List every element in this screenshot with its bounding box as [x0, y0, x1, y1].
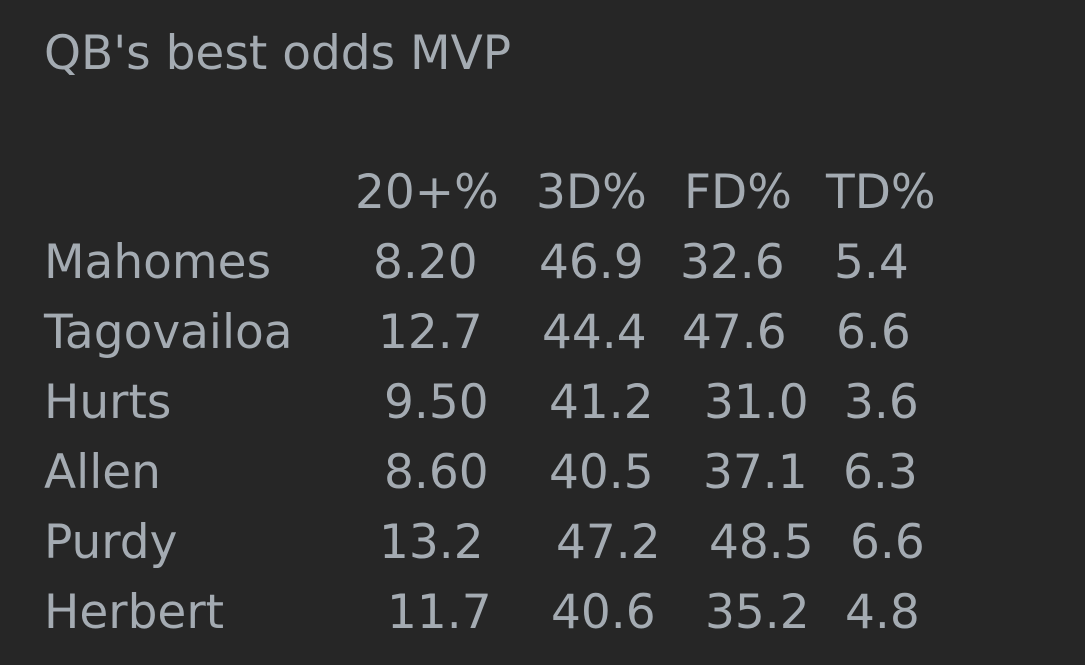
value-3d: 41.2 — [549, 375, 654, 430]
value-td: 6.6 — [850, 515, 925, 570]
value-fd: 48.5 — [709, 515, 814, 570]
value-td: 5.4 — [834, 235, 909, 290]
value-3d: 46.9 — [539, 235, 644, 290]
stats-table: 20+% 3D% FD% TD% Mahomes 8.20 46.9 32.6 … — [0, 162, 1085, 652]
player-name: Mahomes — [44, 235, 272, 290]
value-td: 4.8 — [845, 585, 920, 640]
value-fd: 37.1 — [703, 445, 808, 500]
value-fd: 32.6 — [680, 235, 785, 290]
column-header-3d: 3D% — [536, 165, 647, 220]
value-td: 3.6 — [844, 375, 919, 430]
value-20plus: 12.7 — [378, 305, 483, 360]
table-row: Allen 8.60 40.5 37.1 6.3 — [0, 442, 1085, 512]
table-row: Mahomes 8.20 46.9 32.6 5.4 — [0, 232, 1085, 302]
value-fd: 47.6 — [682, 305, 787, 360]
table-row: Purdy 13.2 47.2 48.5 6.6 — [0, 512, 1085, 582]
value-fd: 31.0 — [704, 375, 809, 430]
value-3d: 40.6 — [551, 585, 656, 640]
value-20plus: 8.20 — [373, 235, 478, 290]
value-fd: 35.2 — [705, 585, 810, 640]
column-header-td: TD% — [826, 165, 936, 220]
value-20plus: 9.50 — [384, 375, 489, 430]
player-name: Purdy — [44, 515, 178, 570]
page-title: QB's best odds MVP — [44, 26, 512, 81]
value-3d: 44.4 — [542, 305, 647, 360]
value-3d: 40.5 — [549, 445, 654, 500]
table-header-row: 20+% 3D% FD% TD% — [0, 162, 1085, 232]
table-row: Herbert 11.7 40.6 35.2 4.8 — [0, 582, 1085, 652]
value-3d: 47.2 — [556, 515, 661, 570]
player-name: Herbert — [44, 585, 225, 640]
player-name: Hurts — [44, 375, 172, 430]
value-20plus: 13.2 — [379, 515, 484, 570]
value-20plus: 8.60 — [384, 445, 489, 500]
player-name: Tagovailoa — [44, 305, 293, 360]
table-row: Tagovailoa 12.7 44.4 47.6 6.6 — [0, 302, 1085, 372]
column-header-20plus: 20+% — [355, 165, 499, 220]
player-name: Allen — [44, 445, 161, 500]
value-td: 6.6 — [836, 305, 911, 360]
value-td: 6.3 — [843, 445, 918, 500]
value-20plus: 11.7 — [387, 585, 492, 640]
table-row: Hurts 9.50 41.2 31.0 3.6 — [0, 372, 1085, 442]
column-header-fd: FD% — [684, 165, 792, 220]
